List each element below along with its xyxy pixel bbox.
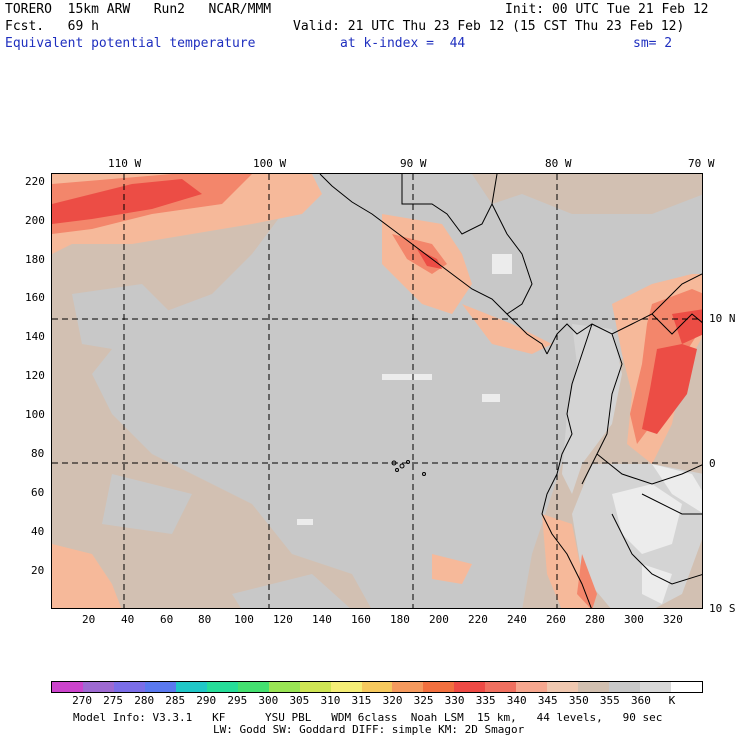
legend-swatch [175,682,207,692]
y-tick: 220 [25,175,45,188]
legend-swatch [516,682,548,692]
lat-label: 10 N [709,312,736,325]
forecast-hour: Fcst. 69 h [5,19,99,34]
legend-label: 310 [320,694,341,707]
theta-e-map [51,173,703,609]
legend-label: 270 [72,694,92,707]
x-tick: 80 [198,613,212,626]
y-tick: 80 [31,447,45,460]
init-time: Init: 00 UTC Tue 21 Feb 12 [505,2,709,17]
legend-label: K [668,694,676,707]
x-tick: 40 [121,613,135,626]
legend-swatch [299,682,331,692]
legend-label: 320 [382,694,403,707]
x-tick: 320 [663,613,683,626]
y-tick: 20 [31,564,45,577]
legend-swatch [547,682,579,692]
legend-label: 355 [599,694,620,707]
legend-swatch [423,682,455,692]
legend-label: 295 [227,694,248,707]
field-grey-areas [72,174,702,608]
lat-label: 0 [709,457,716,470]
model-title: TORERO 15km ARW Run2 NCAR/MMM [5,2,272,17]
legend-label: 315 [351,694,372,707]
legend-swatch [52,682,83,692]
level-index: at k-index = 44 [340,36,466,51]
lon-label: 100 W [253,157,287,170]
legend-label: 345 [537,694,558,707]
legend-label: 335 [475,694,496,707]
legend-label: 360 [630,694,651,707]
legend-swatch [268,682,300,692]
x-tick: 100 [234,613,254,626]
field-hot-areas [52,179,702,434]
lat-label: 10 S [709,602,736,615]
x-tick: 300 [624,613,644,626]
model-physics: LW: Godd SW: Goddard DIFF: simple KM: 2D… [213,723,525,736]
graticule [52,174,702,608]
legend-swatch [144,682,176,692]
legend-swatch [454,682,486,692]
smoothing: sm= 2 [633,36,673,51]
valid-time: Valid: 21 UTC Thu 23 Feb 12 (15 CST Thu … [293,19,685,34]
y-tick: 180 [25,253,45,266]
y-tick: 40 [31,525,45,538]
legend-swatch [113,682,145,692]
legend-label: 290 [196,694,217,707]
legend-label: 275 [103,694,124,707]
legend-swatch [330,682,362,692]
legend-swatch [206,682,238,692]
legend-label: 285 [165,694,186,707]
legend-label: 330 [444,694,465,707]
lon-label: 90 W [400,157,427,170]
x-tick: 120 [273,613,293,626]
lon-label: 80 W [545,157,572,170]
y-tick: 60 [31,486,45,499]
map-canvas [52,174,702,608]
x-tick: 140 [312,613,332,626]
lon-label: 70 W [688,157,715,170]
y-tick: 140 [25,330,45,343]
y-tick: 160 [25,291,45,304]
legend-label: 305 [289,694,310,707]
x-tick: 200 [429,613,449,626]
legend-swatch [671,682,703,692]
legend-swatch [578,682,610,692]
land-white [297,254,702,604]
y-tick: 120 [25,369,45,382]
legend-swatch [640,682,672,692]
x-tick: 180 [390,613,410,626]
x-tick: 280 [585,613,605,626]
legend-label: 300 [258,694,279,707]
field-name: Equivalent potential temperature [5,36,256,51]
legend-swatch [609,682,641,692]
legend-swatch [361,682,393,692]
model-info: Model Info: V3.3.1 KF YSU PBL WDM 6class… [73,711,663,724]
x-tick: 20 [82,613,96,626]
legend-swatch [392,682,424,692]
legend-label: 325 [413,694,434,707]
color-legend [51,681,703,693]
legend-label: 340 [506,694,527,707]
y-tick: 200 [25,214,45,227]
legend-swatch [237,682,269,692]
x-tick: 240 [507,613,527,626]
y-tick: 100 [25,408,45,421]
x-tick: 60 [160,613,174,626]
x-tick: 260 [546,613,566,626]
legend-label: 280 [134,694,155,707]
lon-label: 110 W [108,157,142,170]
legend-label: 350 [568,694,589,707]
x-tick: 160 [351,613,371,626]
x-tick: 220 [468,613,488,626]
coastlines [319,174,702,608]
legend-swatch [82,682,114,692]
legend-swatch [485,682,517,692]
